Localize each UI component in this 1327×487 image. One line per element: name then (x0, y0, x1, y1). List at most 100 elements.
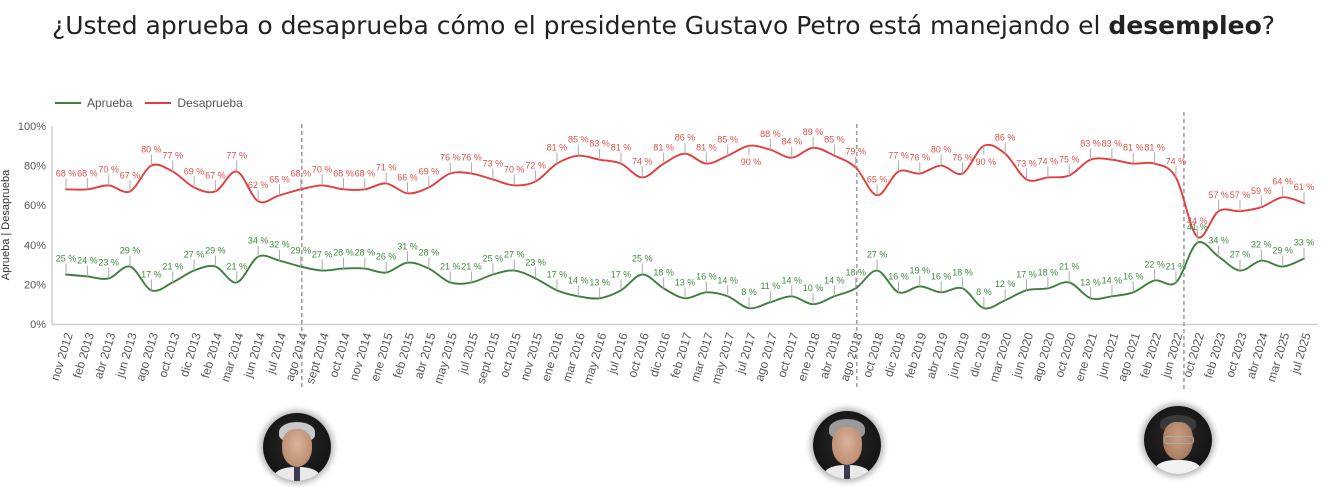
data-label-aprueba: 28 % (419, 248, 440, 258)
data-label-aprueba: 13 % (675, 277, 696, 287)
legend-label-aprueba: Aprueba (87, 96, 133, 110)
data-label-aprueba: 27 % (867, 250, 888, 260)
president-portrait-2 (813, 411, 881, 479)
data-label-aprueba: 11 % (760, 281, 780, 291)
data-label-desaprueba: 74 % (632, 156, 653, 166)
data-label-aprueba: 18 % (653, 267, 674, 277)
data-label-desaprueba: 69 % (184, 166, 205, 176)
chart-title-prefix: ¿Usted aprueba o desaprueba cómo el pres… (51, 11, 1109, 40)
data-label-aprueba: 32 % (1251, 240, 1272, 250)
data-label-desaprueba: 79 % (846, 147, 867, 157)
y-tick-label: 80% (24, 161, 46, 173)
data-label-aprueba: 21 % (461, 261, 482, 271)
data-labels: 25 % 24 % 23 %29 %17 %21 %27 % 29 %21 %34 %… (56, 127, 1315, 309)
portrait-face (832, 427, 862, 465)
data-label-aprueba: 33 % (1294, 238, 1315, 248)
legend-item-aprueba[interactable]: Aprueba (55, 96, 132, 110)
data-label-desaprueba: 67 % (120, 170, 141, 180)
data-label-aprueba: 27 % (504, 250, 525, 260)
portrait-face (1163, 422, 1193, 460)
data-label-aprueba: 25 % (483, 254, 504, 264)
data-label-desaprueba: 73 % (1016, 158, 1037, 168)
data-label-aprueba: 12 % (995, 279, 1016, 289)
legend-swatch-desaprueba (145, 102, 172, 104)
data-label-aprueba: 23 % (98, 257, 119, 267)
data-label-desaprueba: 67 % (205, 170, 226, 180)
data-label-aprueba: 16 % (931, 271, 952, 281)
data-label-desaprueba: 81 % (1144, 143, 1165, 153)
data-label-aprueba: 13 % (589, 277, 610, 287)
data-label-desaprueba: 64 % (1272, 176, 1293, 186)
data-label-desaprueba: 44 % (1187, 216, 1208, 226)
data-label-aprueba: 29 % (205, 246, 226, 256)
data-label-aprueba: 16 % (696, 271, 717, 281)
data-label-desaprueba: 77 % (888, 151, 909, 161)
data-label-desaprueba: 74 % (1166, 156, 1187, 166)
data-label-desaprueba: 86 % (995, 133, 1016, 143)
data-label-aprueba: 14 % (781, 275, 802, 285)
data-label-aprueba: 27 % (312, 250, 333, 260)
data-label-aprueba: 10 % (803, 283, 824, 293)
data-label-aprueba: 29 % (291, 246, 312, 256)
y-tick-label: 40% (24, 240, 46, 252)
data-label-aprueba: 17 % (1016, 269, 1037, 279)
data-label-aprueba: 32 % (269, 240, 290, 250)
portrait-tie (294, 467, 300, 481)
data-label-desaprueba: 76 % (952, 153, 973, 163)
data-label-aprueba: 27 % (1230, 250, 1251, 260)
data-label-desaprueba: 83 % (1102, 139, 1123, 149)
data-label-desaprueba: 69 % (419, 166, 440, 176)
data-label-desaprueba: 85 % (824, 135, 845, 145)
data-label-desaprueba: 81 % (1123, 143, 1144, 153)
data-label-desaprueba: 76 % (461, 153, 482, 163)
data-label-desaprueba: 76 % (440, 153, 461, 163)
data-label-desaprueba: 81 % (547, 143, 568, 153)
data-label-desaprueba: 75 % (1059, 155, 1080, 165)
data-label-aprueba: 28 % (355, 248, 376, 258)
data-label-aprueba: 8 % (741, 287, 757, 297)
data-label-aprueba: 16 % (1123, 271, 1144, 281)
data-label-desaprueba: 68 % (77, 168, 98, 178)
data-label-aprueba: 13 % (1080, 277, 1101, 287)
data-label-aprueba: 18 % (952, 267, 973, 277)
data-label-aprueba: 26 % (376, 252, 397, 262)
data-label-aprueba: 25 % (632, 254, 653, 264)
data-label-desaprueba: 70 % (312, 164, 333, 174)
president-portrait-1 (263, 413, 331, 481)
data-label-desaprueba: 70 % (98, 164, 119, 174)
data-label-desaprueba: 84 % (781, 137, 802, 147)
data-label-desaprueba: 68 % (291, 168, 312, 178)
data-label-desaprueba: 81 % (696, 143, 717, 153)
legend-swatch-aprueba (55, 102, 81, 104)
data-label-desaprueba: 57 % (1230, 190, 1251, 200)
y-tick-label: 0% (30, 319, 46, 331)
legend-label-desaprueba: Desaprueba (177, 96, 243, 110)
y-tick-label: 20% (24, 279, 46, 291)
data-label-aprueba: 27 % (184, 250, 205, 260)
y-axis-title: Aprueba | Desaprueba (0, 169, 12, 280)
data-label-aprueba: 16 % (888, 271, 909, 281)
data-label-aprueba: 25 % (56, 254, 77, 264)
data-label-desaprueba: 62 % (248, 180, 269, 190)
chart-title: ¿Usted aprueba o desaprueba cómo el pres… (0, 9, 1327, 43)
data-label-desaprueba: 81 % (611, 143, 632, 153)
data-label-desaprueba: 57 % (1208, 190, 1229, 200)
chart-legend: Aprueba Desaprueba (55, 96, 256, 110)
data-label-desaprueba: 86 % (675, 133, 696, 143)
data-label-aprueba: 22 % (1144, 259, 1165, 269)
data-label-aprueba: 21 % (440, 261, 461, 271)
data-label-aprueba: 34 % (1208, 236, 1229, 246)
data-label-aprueba: 24 % (77, 255, 98, 265)
data-label-desaprueba: 66 % (397, 172, 418, 182)
series-line-desaprueba[interactable] (65, 143, 1305, 239)
legend-item-desaprueba[interactable]: Desaprueba (145, 96, 243, 110)
y-tick-label: 100% (18, 121, 46, 133)
data-label-aprueba: 17 % (547, 269, 568, 279)
x-tick-label: jul 2025 (1288, 331, 1314, 377)
data-label-desaprueba: 90 % (976, 157, 997, 167)
data-label-aprueba: 29 % (120, 246, 141, 256)
data-label-aprueba: 14 % (1102, 275, 1123, 285)
data-label-aprueba: 21 % (227, 261, 248, 271)
data-label-desaprueba: 73 % (483, 158, 504, 168)
